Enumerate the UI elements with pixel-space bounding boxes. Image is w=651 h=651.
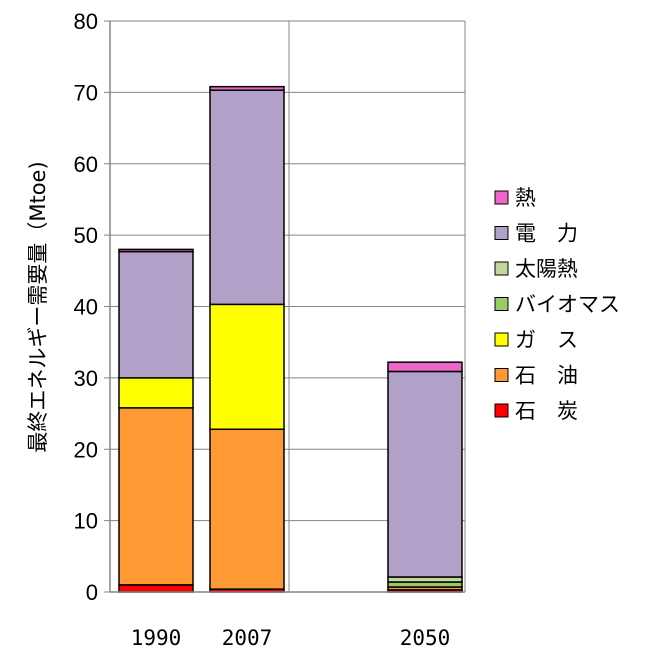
legend-label: 太陽熱 <box>515 257 578 281</box>
bar-segment <box>209 428 285 590</box>
y-tick-label: 50 <box>74 223 98 248</box>
y-tick-label: 60 <box>74 152 98 177</box>
legend-label: 電 力 <box>515 222 578 246</box>
legend-swatch <box>494 190 509 205</box>
bar-segment <box>118 250 194 379</box>
x-category-label: 1990 <box>131 626 182 650</box>
bar-segment <box>209 89 285 306</box>
x-category-label: 2007 <box>222 626 273 650</box>
legend-swatch <box>494 332 509 347</box>
legend-swatch <box>494 297 509 311</box>
legend-label: 熱 <box>515 186 536 210</box>
legend-swatch <box>494 261 509 276</box>
legend-label: 石 炭 <box>515 399 578 423</box>
x-category-label: 2050 <box>400 626 451 650</box>
bar-segment <box>118 248 194 253</box>
y-tick-label: 70 <box>74 80 98 105</box>
y-tick-label: 80 <box>74 9 98 34</box>
bar-segment <box>387 361 463 373</box>
y-tick-label: 20 <box>74 437 98 462</box>
y-tick-label: 30 <box>74 366 98 391</box>
bar-segment <box>118 407 194 586</box>
bar-segment <box>209 85 285 91</box>
bar-segment <box>118 584 194 593</box>
bar-segment <box>209 303 285 431</box>
bar-stacks <box>118 85 463 593</box>
y-tick-label: 10 <box>74 509 98 534</box>
y-axis-label: 最終エネルギー需要量（Mtoe) <box>26 161 50 452</box>
legend-label: ガ ス <box>515 328 578 352</box>
legend-label: バイオマス <box>515 293 620 317</box>
legend-swatch <box>494 403 509 418</box>
legend-label: 石 油 <box>515 364 578 388</box>
legend-swatch <box>494 226 509 240</box>
y-tick-label: 40 <box>74 295 98 320</box>
axes: 0 10 20 30 40 50 60 70 80 1990 2007 2050 <box>74 9 465 650</box>
y-tick-label: 0 <box>86 580 98 605</box>
bar-segment <box>387 370 463 578</box>
legend-swatch <box>494 368 509 382</box>
bar-segment <box>118 377 194 409</box>
